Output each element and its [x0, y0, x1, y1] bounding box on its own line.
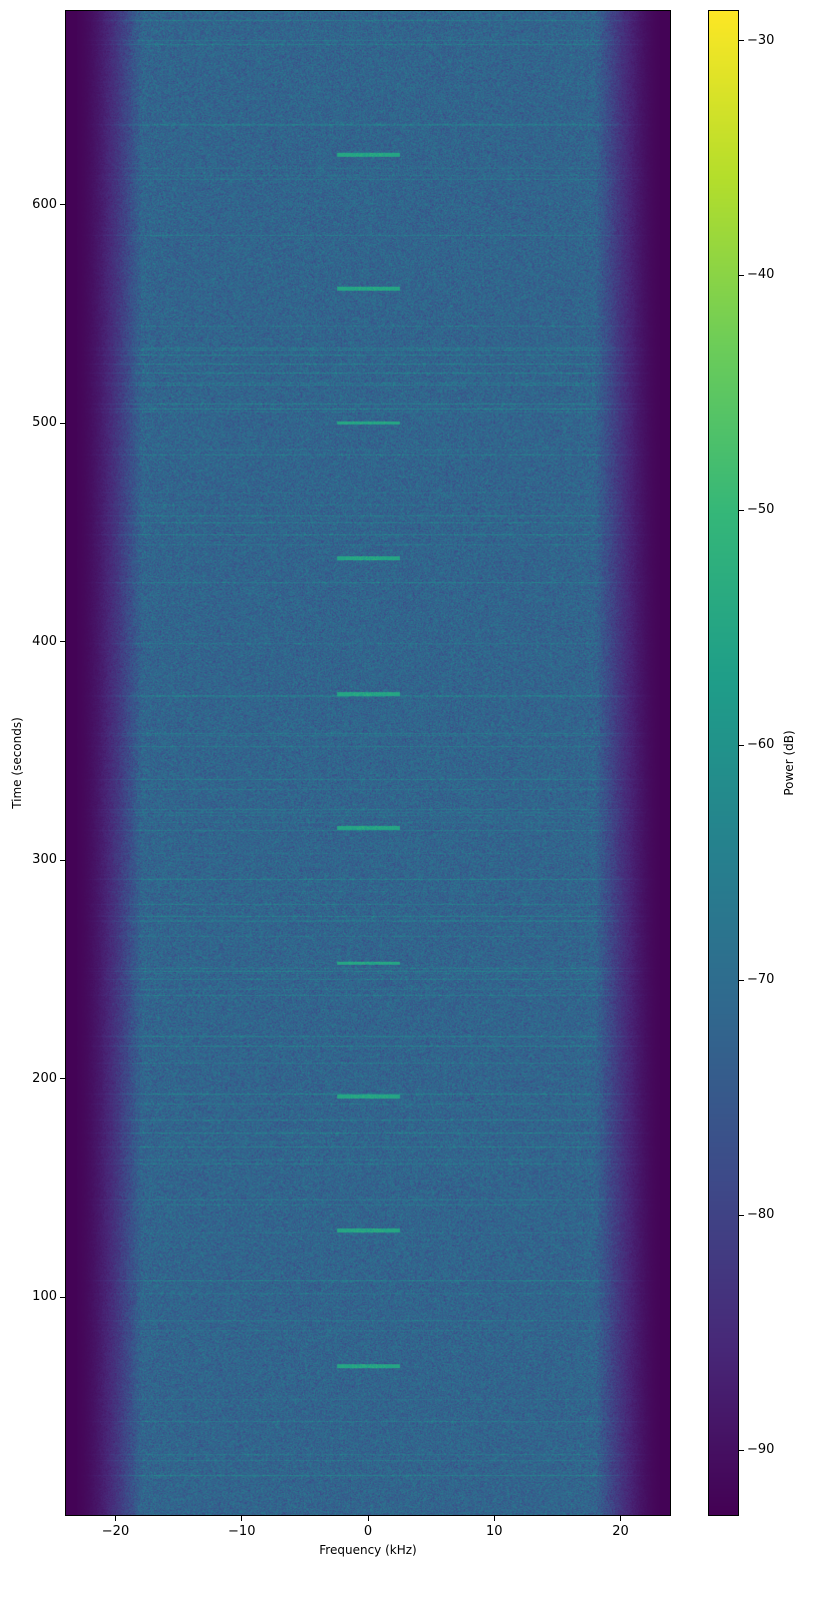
colorbar-gradient: [709, 11, 738, 1515]
x-tick-label: 20: [612, 1524, 629, 1539]
colorbar-label: Power (dB): [782, 730, 796, 796]
colorbar-tick: [739, 1449, 744, 1451]
y-tick-label: 400: [32, 633, 57, 649]
y-tick-label: 600: [32, 196, 57, 212]
y-axis-label: Time (seconds): [10, 717, 24, 809]
colorbar-tick: [739, 40, 744, 42]
x-axis-label: Frequency (kHz): [319, 1543, 417, 1557]
colorbar-tick-label: −80: [747, 1207, 775, 1223]
colorbar-tick: [739, 1214, 744, 1216]
colorbar-tick-label: −60: [747, 737, 775, 753]
x-tick: [367, 1516, 369, 1521]
colorbar-tick-label: −50: [747, 502, 775, 518]
x-tick: [115, 1516, 116, 1521]
colorbar-tick: [739, 744, 744, 746]
y-tick-label: 200: [32, 1070, 57, 1086]
y-tick-label: 300: [32, 852, 57, 868]
x-tick-label: −10: [228, 1524, 256, 1539]
x-tick: [493, 1516, 495, 1521]
colorbar: [708, 10, 739, 1516]
colorbar-tick-label: −40: [747, 267, 775, 283]
colorbar-tick: [739, 274, 744, 276]
x-tick-label: −20: [101, 1524, 130, 1539]
x-tick: [620, 1516, 621, 1521]
x-tick-label: 0: [363, 1524, 373, 1539]
y-tick-label: 500: [32, 415, 57, 431]
colorbar-tick: [739, 509, 744, 511]
colorbar-tick-label: −70: [747, 972, 775, 988]
colorbar-tick: [739, 979, 744, 981]
spectrogram-plot-area: [65, 10, 671, 1516]
colorbar-tick-label: −90: [747, 1442, 775, 1458]
spectrogram-image: [66, 11, 670, 1515]
y-tick-label: 100: [32, 1289, 57, 1305]
colorbar-tick-label: −30: [747, 32, 775, 48]
x-tick: [241, 1516, 243, 1521]
x-tick-label: 10: [485, 1524, 503, 1539]
